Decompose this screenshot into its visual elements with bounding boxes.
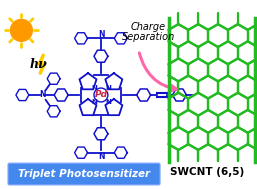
Polygon shape: [39, 55, 44, 73]
Text: N: N: [105, 85, 111, 91]
Text: N: N: [91, 99, 97, 105]
Text: N: N: [91, 85, 97, 91]
Text: hν: hν: [29, 58, 47, 71]
Text: Triplet Photosensitizer: Triplet Photosensitizer: [18, 169, 150, 179]
Circle shape: [11, 19, 32, 41]
FancyBboxPatch shape: [8, 163, 160, 185]
Text: N: N: [105, 99, 111, 105]
Text: N: N: [99, 152, 105, 161]
Text: N: N: [39, 91, 45, 99]
Text: SWCNT (6,5): SWCNT (6,5): [170, 167, 244, 177]
Text: Pd: Pd: [94, 91, 107, 99]
Text: Charge
Separation: Charge Separation: [122, 22, 175, 42]
Text: N: N: [99, 30, 105, 39]
